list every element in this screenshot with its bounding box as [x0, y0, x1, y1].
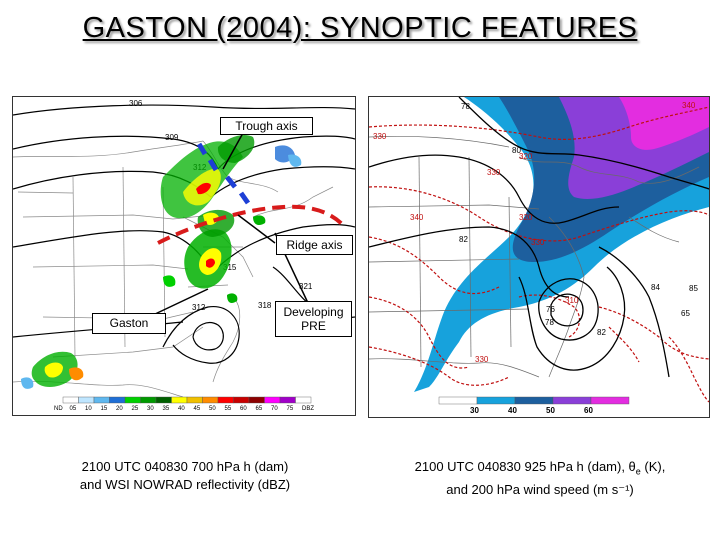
- legend-label: 45: [194, 406, 201, 412]
- legend-label: DBZ: [302, 406, 314, 412]
- legend-swatch: [62, 396, 79, 404]
- legend-label: 40: [508, 406, 517, 415]
- left-legend: ND 05 10 15 20 25 30 35 40 45 50 55 60 65 70 75 DBZ: [54, 396, 314, 412]
- legend-swatch: [248, 396, 265, 404]
- height-label: 78: [545, 318, 554, 327]
- legend-swatch: [590, 396, 630, 405]
- right-caption-line1-post: (K),: [640, 459, 666, 474]
- legend-swatch: [93, 396, 110, 404]
- right-caption-line1: 2100 UTC 040830 925 hPa h (dam), θe (K),: [380, 458, 700, 481]
- legend-swatch: [279, 396, 296, 404]
- legend-label: 50: [209, 406, 216, 412]
- legend-label: 65: [256, 406, 263, 412]
- legend-swatch: [438, 396, 478, 405]
- right-caption-line2: and 200 hPa wind speed (m s⁻¹): [446, 481, 634, 497]
- contour-label: 306: [129, 99, 143, 108]
- legend-label: 60: [240, 406, 247, 412]
- theta-e-subscript: e: [635, 466, 641, 477]
- legend-swatch: [552, 396, 592, 405]
- legend-swatch: [140, 396, 157, 404]
- right-legend: 30 40 50 60: [438, 396, 630, 415]
- legend-swatch: [78, 396, 95, 404]
- height-label: 80: [512, 146, 521, 155]
- legend-swatch: [155, 396, 172, 404]
- height-label: 85: [689, 284, 698, 293]
- ridge-axis-label: Ridge axis: [276, 235, 353, 255]
- height-label: 78: [461, 102, 470, 111]
- right-caption: 2100 UTC 040830 925 hPa h (dam), θe (K),…: [380, 458, 700, 499]
- theta-e-label: 330: [531, 238, 545, 247]
- legend-swatch: [202, 396, 219, 404]
- theta-e-label: 310: [565, 296, 579, 305]
- legend-label: 15: [101, 406, 108, 412]
- trough-axis-label: Trough axis: [220, 117, 313, 135]
- right-925hpa-map: 78 80 82 84 85 65 76 78 82 340 330 320 3…: [368, 96, 710, 418]
- height-label: 65: [681, 309, 690, 318]
- legend-label: 20: [116, 406, 123, 412]
- legend-label: 35: [163, 406, 170, 412]
- theta-e-label: 320: [519, 152, 533, 161]
- legend-swatch: [109, 396, 126, 404]
- theta-e-label: 330: [373, 132, 387, 141]
- legend-swatch: [476, 396, 516, 405]
- developing-pre-label: Developing PRE: [275, 301, 352, 337]
- legend-swatch: [124, 396, 141, 404]
- left-reflectivity-map: 306 309 312 315 321 312 318: [12, 96, 356, 416]
- legend-label: 25: [132, 406, 139, 412]
- left-caption-line2: and WSI NOWRAD reflectivity (dBZ): [79, 477, 291, 492]
- legend-swatch: [186, 396, 203, 404]
- height-label: 82: [597, 328, 606, 337]
- legend-label: ND: [54, 406, 63, 412]
- contour-label: 312: [192, 303, 206, 312]
- gaston-label: Gaston: [92, 313, 166, 334]
- contour-label: 318: [258, 301, 272, 310]
- height-label: 76: [546, 305, 555, 314]
- height-label: 82: [459, 235, 468, 244]
- right-caption-line1-pre: 2100 UTC 040830 925 hPa h (dam), θ: [414, 459, 636, 474]
- legend-label: 40: [178, 406, 185, 412]
- theta-e-label: 320: [519, 213, 533, 222]
- left-caption: 2100 UTC 040830 700 hPa h (dam) and WSI …: [30, 458, 340, 494]
- theta-e-label: 330: [475, 355, 489, 364]
- legend-label: 50: [546, 406, 555, 415]
- legend-label: 30: [470, 406, 479, 415]
- developing-pre-line2: PRE: [301, 319, 326, 333]
- contour-label: 321: [299, 282, 313, 291]
- legend-swatch: [233, 396, 250, 404]
- legend-swatch: [171, 396, 188, 404]
- left-caption-line1: 2100 UTC 040830 700 hPa h (dam): [81, 459, 289, 474]
- theta-e-label: 340: [410, 213, 424, 222]
- contour-label: 315: [223, 263, 237, 272]
- legend-label: 75: [287, 406, 294, 412]
- legend-label: 60: [584, 406, 593, 415]
- contour-label: 309: [165, 133, 179, 142]
- theta-e-label: 330: [487, 168, 501, 177]
- height-label: 84: [651, 283, 660, 292]
- jet-streak-shading: [414, 97, 709, 392]
- legend-label: 05: [70, 406, 77, 412]
- legend-label: 30: [147, 406, 154, 412]
- developing-pre-line1: Developing: [283, 305, 344, 319]
- page-title: GASTON (2004): SYNOPTIC FEATURES: [82, 12, 638, 44]
- legend-swatch: [217, 396, 234, 404]
- legend-swatch: [264, 396, 281, 404]
- legend-label: 10: [85, 406, 92, 412]
- radar-echoes: [21, 135, 302, 389]
- legend-swatch: [514, 396, 554, 405]
- legend-label: 70: [271, 406, 278, 412]
- legend-swatch: [295, 396, 312, 404]
- theta-e-label: 340: [682, 101, 696, 110]
- legend-label: 55: [225, 406, 232, 412]
